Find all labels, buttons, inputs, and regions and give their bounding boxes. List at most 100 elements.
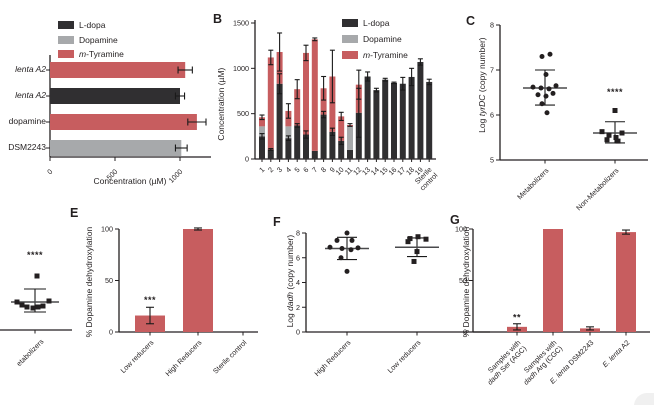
bar-category-label: E. lenta A2 — [600, 338, 631, 369]
bar-segment — [382, 79, 389, 159]
data-point — [544, 110, 550, 116]
data-point — [414, 249, 420, 255]
category-label-line: Low reducers — [386, 338, 423, 375]
category-label-line: Sterile control — [211, 338, 249, 376]
legend-item-mtyramine: m-Tyramine — [58, 49, 124, 59]
legend-swatch-dopamine — [58, 36, 74, 44]
bar-category-label: Sterile control — [211, 338, 249, 376]
data-point — [35, 304, 41, 310]
scatter-y-tick-label: 7 — [490, 66, 494, 75]
scatter-y-tick-label: 4 — [296, 278, 300, 287]
panel-b-x-tick-label: 11 — [343, 165, 355, 177]
panel-b-x-tick-label: 3 — [275, 165, 284, 174]
legend-b-label-dopamine: Dopamine — [363, 33, 402, 44]
category-label-line: 0 — [45, 167, 54, 176]
data-point — [539, 54, 545, 59]
bar-segment — [294, 125, 301, 159]
panel-b-x-tick-label: 6 — [301, 165, 310, 174]
category-label-line: Metabolizers — [515, 166, 550, 201]
bar-segment — [267, 149, 274, 159]
data-point — [14, 299, 20, 305]
bar-segment — [259, 136, 265, 159]
legend-label-mtyramine: m-Tyramine — [79, 48, 124, 59]
bar-segment — [276, 83, 283, 159]
category-label-line: Non-Metabolizers — [574, 166, 620, 212]
legend-b-item-dopamine: Dopamine — [342, 34, 402, 44]
category-label-line: 1 — [257, 165, 266, 174]
category-label-line: 8 — [319, 165, 328, 174]
data-point — [535, 92, 541, 98]
legend-label-dopamine: Dopamine — [79, 34, 118, 45]
bar — [616, 232, 636, 332]
bar-y-tick-label: 100 — [455, 225, 467, 234]
bar-segment — [320, 114, 327, 159]
category-label-line: E. lenta A2 — [600, 338, 631, 369]
legend-b-label-mtyramine: m-Tyramine — [363, 49, 408, 60]
scatter-y-tick-label: 8 — [490, 21, 494, 30]
bar-segment — [259, 117, 265, 127]
panel-b-yaxis-title: Concentration (µM) — [215, 67, 226, 141]
panel-b-y-tick-label: 0 — [245, 155, 249, 164]
category-label-line: 11 — [343, 165, 355, 177]
data-point — [423, 236, 429, 242]
data-point — [355, 245, 361, 251]
data-point — [615, 138, 621, 144]
category-label-line: High Reducers — [312, 338, 352, 378]
data-point — [30, 305, 36, 311]
category-label-line: 6 — [301, 165, 310, 174]
bar-segment — [320, 88, 327, 115]
data-point — [599, 129, 605, 135]
bar-y-tick-label: 0 — [463, 328, 467, 337]
bar-segment — [338, 140, 345, 159]
scatter-y-tick-label: 5 — [490, 156, 494, 165]
data-point — [46, 298, 52, 304]
bar-segment — [417, 61, 424, 160]
panel-g-letter: G — [450, 213, 460, 227]
legend-swatch-ldopa — [58, 21, 74, 29]
scatter-y-tick-label: 2 — [296, 303, 300, 312]
scatter-group-label: Non-Metabolizers — [574, 166, 620, 212]
bar-segment — [399, 83, 406, 159]
bar-segment — [347, 126, 353, 150]
bar — [183, 229, 213, 332]
scatter-y-tick-label: 0 — [296, 328, 300, 337]
bar-segment — [285, 138, 292, 159]
data-point — [407, 236, 413, 242]
bar-segment — [364, 76, 371, 159]
data-point — [24, 304, 30, 310]
data-point — [546, 86, 552, 92]
panel-e-letter: E — [70, 206, 79, 220]
bar-segment — [311, 150, 318, 159]
bar-segment — [259, 126, 265, 137]
data-point — [539, 101, 545, 107]
bar-y-tick-label: 0 — [109, 328, 113, 337]
data-point — [338, 255, 344, 261]
legend-b-item-mtyramine: m-Tyramine — [342, 50, 408, 60]
legend-swatch-mtyramine — [58, 50, 74, 58]
panel-a-x-tick-label: 0 — [45, 167, 54, 176]
scatter-y-tick-label: 6 — [296, 253, 300, 262]
scatter-group-label: Metabolizers — [515, 166, 550, 201]
data-point — [547, 51, 553, 57]
bar — [543, 229, 563, 332]
bar-category-label: High Reducers — [163, 338, 203, 378]
bar-segment — [50, 62, 186, 78]
bar-segment — [408, 76, 415, 159]
panel-f-letter: F — [273, 215, 281, 229]
bar-segment — [303, 134, 309, 159]
panel-b-y-tick-label: 500 — [237, 109, 249, 118]
data-point — [348, 247, 354, 253]
scatter-y-tick-label: 8 — [296, 229, 300, 238]
panel-b-x-tick-label: 5 — [292, 165, 301, 174]
bar-segment — [426, 81, 433, 159]
data-point — [415, 234, 421, 240]
data-point — [411, 258, 417, 264]
legend-item-ldopa: L-dopa — [58, 20, 105, 30]
data-point — [538, 85, 544, 91]
data-point — [327, 244, 333, 250]
data-point — [543, 72, 549, 77]
panel-f-yaxis-title: Log dadh (copy number) — [284, 234, 295, 328]
data-point — [344, 268, 350, 274]
